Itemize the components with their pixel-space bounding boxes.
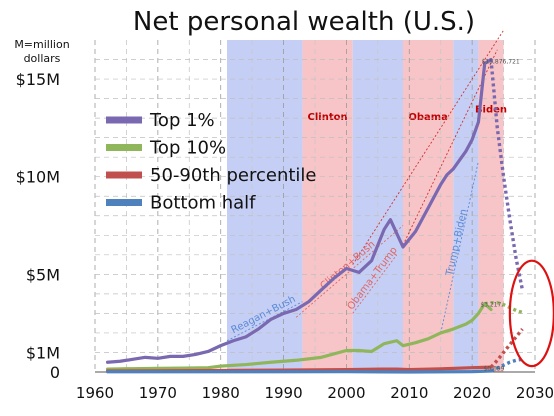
projection-line [484, 300, 523, 315]
administration-label: Obama [408, 112, 448, 123]
data-label: $3,217, [480, 302, 503, 309]
projection-line [489, 327, 524, 369]
administration-band [227, 40, 303, 372]
administration-label: Biden [475, 104, 507, 115]
y-tick-label: $5M [26, 265, 60, 284]
series-line [105, 369, 493, 374]
guide-line [352, 29, 504, 265]
chart-title: Net personal wealth (U.S.) [133, 7, 475, 37]
y-tick-label: 0 [50, 363, 60, 382]
x-tick-label: 2020 [453, 384, 491, 402]
data-label: $15,876,721 [482, 58, 520, 65]
y-tick-label: $15M [16, 70, 60, 89]
x-tick-label: 2000 [327, 384, 365, 402]
series-line [105, 57, 493, 364]
axis-ticks: 1960 1970 1980 1990 2000 2010 2020 2030 0$1M $5M $… [16, 70, 554, 402]
administration-band [302, 40, 353, 372]
legend-label: Bottom half [150, 193, 256, 214]
y-axis-unit-label: M=million dollars [14, 38, 69, 65]
projection-lines [484, 59, 525, 373]
legend-label: 50-90th percentile [150, 165, 317, 186]
series-line [105, 302, 493, 371]
x-tick-label: 1960 [76, 384, 114, 402]
x-tick-label: 1990 [264, 384, 302, 402]
series-lines [105, 57, 493, 374]
x-tick-label: 1980 [202, 384, 240, 402]
data-labels: $15,876,721 $3,217, $0,699 [480, 58, 520, 372]
x-tick-label: 1970 [139, 384, 177, 402]
trend-line [352, 254, 398, 314]
administration-band [453, 40, 479, 372]
legend: Top 1% Top 10% 50-90th percentile Bottom ha… [106, 110, 317, 214]
trend-line [440, 160, 479, 334]
administration-bands: Clinton Obama Biden [227, 40, 507, 372]
y-tick-label: $1M [26, 343, 60, 362]
data-label: $0,699 [483, 365, 504, 372]
grid-lines [94, 40, 536, 373]
legend-label: Top 10% [149, 138, 226, 159]
x-tick-label: 2010 [390, 384, 428, 402]
x-tick-label: 2030 [516, 384, 554, 402]
y-tick-label: $10M [16, 168, 60, 187]
projection-line [489, 59, 525, 291]
legend-label: Top 1% [149, 110, 215, 131]
trend-line [295, 225, 404, 318]
administration-label: Clinton [308, 112, 348, 123]
